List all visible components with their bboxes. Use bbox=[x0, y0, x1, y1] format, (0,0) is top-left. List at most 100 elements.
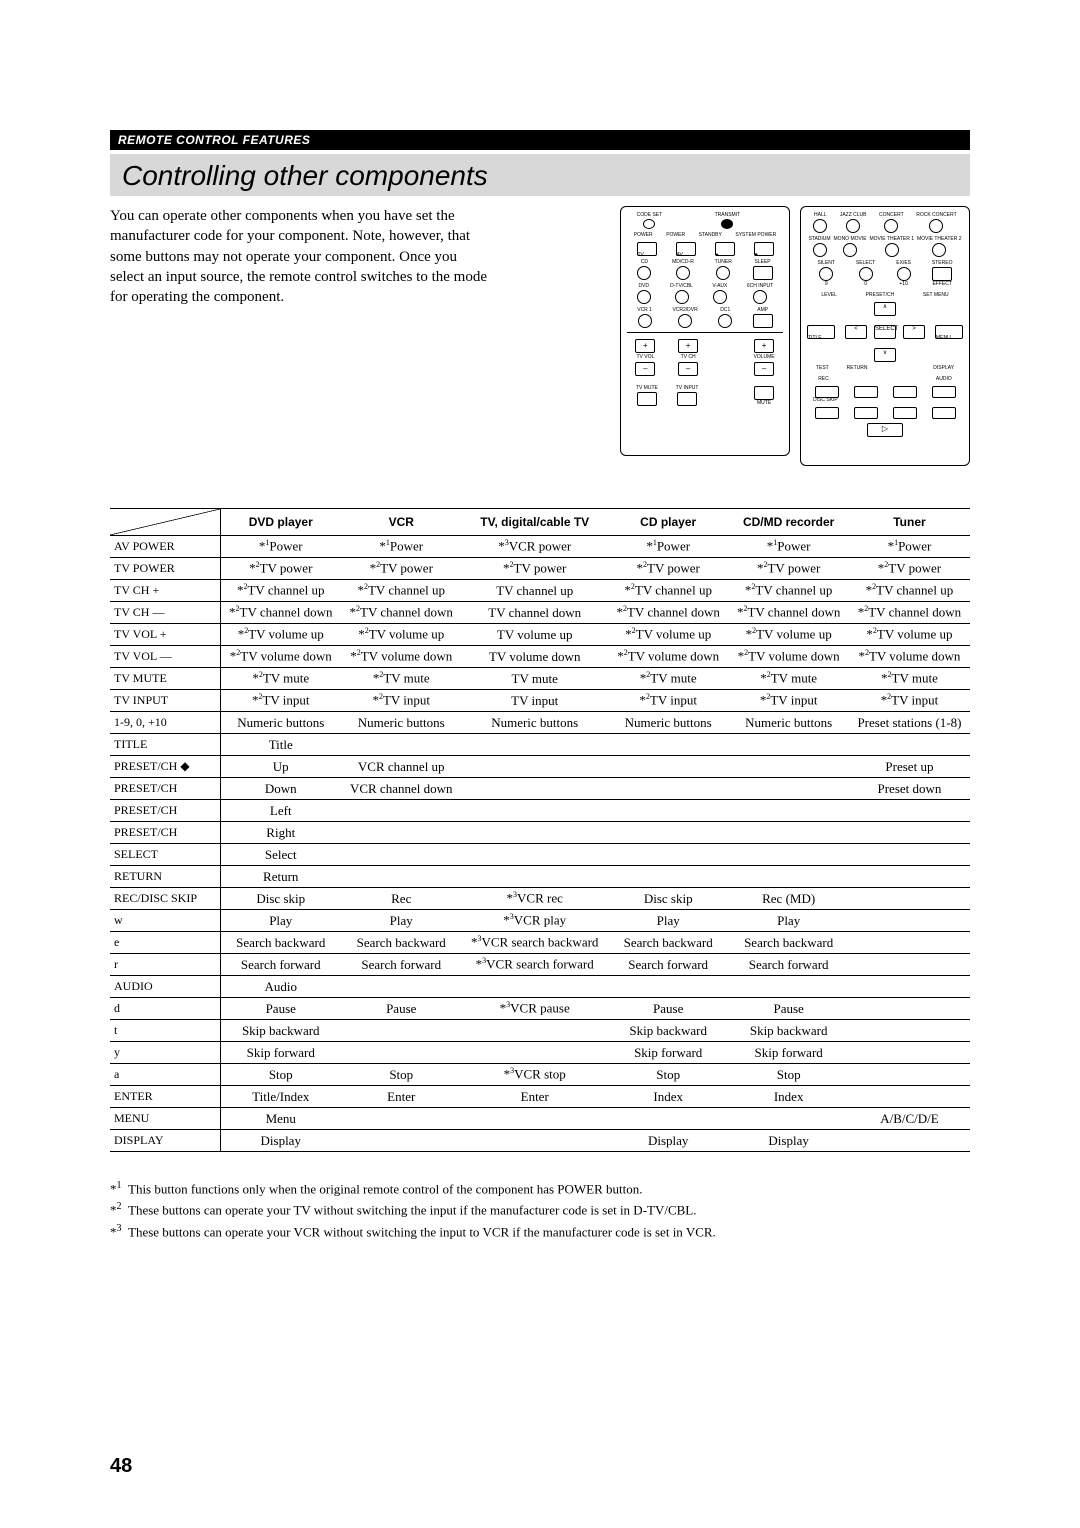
table-cell bbox=[728, 778, 848, 800]
table-cell: Index bbox=[728, 1086, 848, 1108]
table-cell bbox=[608, 778, 728, 800]
table-cell: Pause bbox=[341, 998, 461, 1020]
table-cell: Numeric buttons bbox=[461, 712, 607, 734]
table-cell: *3VCR stop bbox=[461, 1064, 607, 1086]
label: EFFECT bbox=[932, 282, 951, 287]
table-cell: Display bbox=[608, 1130, 728, 1152]
table-cell: Search backward bbox=[220, 932, 341, 954]
table-cell bbox=[849, 976, 970, 998]
table-row-header: TV MUTE bbox=[110, 668, 220, 690]
table-cell bbox=[461, 1130, 607, 1152]
table-cell: *2TV input bbox=[220, 690, 341, 712]
label: CODE SET bbox=[637, 213, 663, 218]
label: LEVEL bbox=[821, 293, 837, 298]
table-row: tSkip backwardSkip backwardSkip backward bbox=[110, 1020, 970, 1042]
table-cell: *2TV volume up bbox=[728, 624, 848, 646]
table-cell: *2TV volume up bbox=[849, 624, 970, 646]
table-cell bbox=[728, 800, 848, 822]
table-cell: *3VCR rec bbox=[461, 888, 607, 910]
table-cell: Down bbox=[220, 778, 341, 800]
table-cell: Enter bbox=[341, 1086, 461, 1108]
table-cell: *1Power bbox=[728, 536, 848, 558]
footnote: *1 This button functions only when the o… bbox=[110, 1180, 970, 1197]
remote-button bbox=[893, 386, 917, 398]
table-row: PRESET/CHLeft bbox=[110, 800, 970, 822]
remote-left: CODE SET TRANSMIT POWER POWER STANDBY SY… bbox=[620, 206, 790, 456]
table-cell: Return bbox=[220, 866, 341, 888]
table-cell: *2TV volume down bbox=[849, 646, 970, 668]
table-row-header: PRESET/CH ◆ bbox=[110, 756, 220, 778]
label: SET MENU bbox=[923, 293, 949, 298]
label: TUNER bbox=[715, 260, 732, 265]
label: HALL bbox=[814, 213, 827, 218]
table-cell bbox=[608, 800, 728, 822]
table-column-header: VCR bbox=[341, 509, 461, 536]
footnote: *3 These buttons can operate your VCR wi… bbox=[110, 1223, 970, 1240]
table-row-header: REC/DISC SKIP bbox=[110, 888, 220, 910]
remote-button bbox=[854, 386, 878, 398]
table-cell bbox=[728, 844, 848, 866]
table-cell: *2TV mute bbox=[728, 668, 848, 690]
table-cell: *2TV input bbox=[608, 690, 728, 712]
intro-paragraph: You can operate other components when yo… bbox=[110, 206, 490, 466]
table-row-header: AUDIO bbox=[110, 976, 220, 998]
page-number: 48 bbox=[110, 1455, 132, 1478]
table-cell: Rec bbox=[341, 888, 461, 910]
label: STADIUM bbox=[808, 237, 830, 242]
dpad-up: ∧ bbox=[874, 302, 896, 316]
label: MOVIE THEATER 1 bbox=[870, 237, 915, 242]
label: MONO MOVIE bbox=[834, 237, 867, 242]
table-cell: *1Power bbox=[608, 536, 728, 558]
label: SILENT bbox=[817, 261, 835, 266]
table-cell: *2TV mute bbox=[608, 668, 728, 690]
table-cell: *2TV channel down bbox=[220, 602, 341, 624]
table-row-header: PRESET/CH bbox=[110, 822, 220, 844]
table-cell bbox=[608, 866, 728, 888]
table-cell: Skip forward bbox=[220, 1042, 341, 1064]
table-cell: Preset stations (1-8) bbox=[849, 712, 970, 734]
footnotes: *1 This button functions only when the o… bbox=[110, 1180, 970, 1240]
label: STANDBY bbox=[699, 233, 722, 238]
table-cell: Stop bbox=[608, 1064, 728, 1086]
table-cell: TV mute bbox=[461, 668, 607, 690]
label: EX/ES bbox=[896, 261, 911, 266]
table-cell: *2TV power bbox=[461, 558, 607, 580]
table-row: DISPLAYDisplayDisplayDisplay bbox=[110, 1130, 970, 1152]
table-cell: Stop bbox=[728, 1064, 848, 1086]
table-cell: Search forward bbox=[220, 954, 341, 976]
table-cell: Stop bbox=[220, 1064, 341, 1086]
table-cell bbox=[608, 756, 728, 778]
table-cell: Skip forward bbox=[608, 1042, 728, 1064]
table-cell: Play bbox=[341, 910, 461, 932]
table-cell: *3VCR play bbox=[461, 910, 607, 932]
table-cell: Search backward bbox=[341, 932, 461, 954]
table-row-header: d bbox=[110, 998, 220, 1020]
table-cell: *2TV power bbox=[341, 558, 461, 580]
table-row: TITLETitle bbox=[110, 734, 970, 756]
table-cell: Left bbox=[220, 800, 341, 822]
table-cell: Search forward bbox=[608, 954, 728, 976]
table-cell bbox=[341, 800, 461, 822]
table-row: dPausePause*3VCR pausePausePause bbox=[110, 998, 970, 1020]
label: D-TV/CBL bbox=[670, 284, 693, 289]
table-cell bbox=[608, 976, 728, 998]
table-cell: Audio bbox=[220, 976, 341, 998]
table-cell: *2TV volume down bbox=[341, 646, 461, 668]
label: V-AUX bbox=[712, 284, 727, 289]
label: PRESET/CH bbox=[866, 293, 895, 298]
table-cell: Title/Index bbox=[220, 1086, 341, 1108]
table-cell bbox=[608, 734, 728, 756]
footnote: *2 These buttons can operate your TV wit… bbox=[110, 1201, 970, 1218]
table-cell: Skip backward bbox=[728, 1020, 848, 1042]
table-cell: *2TV channel up bbox=[608, 580, 728, 602]
label: VCR 1 bbox=[637, 308, 652, 313]
table-cell: Disc skip bbox=[220, 888, 341, 910]
table-row-header: PRESET/CH bbox=[110, 778, 220, 800]
table-row: TV POWER*2TV power*2TV power*2TV power*2… bbox=[110, 558, 970, 580]
table-cell: Search forward bbox=[341, 954, 461, 976]
table-row-header: y bbox=[110, 1042, 220, 1064]
table-cell: Display bbox=[728, 1130, 848, 1152]
table-cell: *2TV volume up bbox=[608, 624, 728, 646]
table-cell: Skip forward bbox=[728, 1042, 848, 1064]
table-cell: TV input bbox=[461, 690, 607, 712]
